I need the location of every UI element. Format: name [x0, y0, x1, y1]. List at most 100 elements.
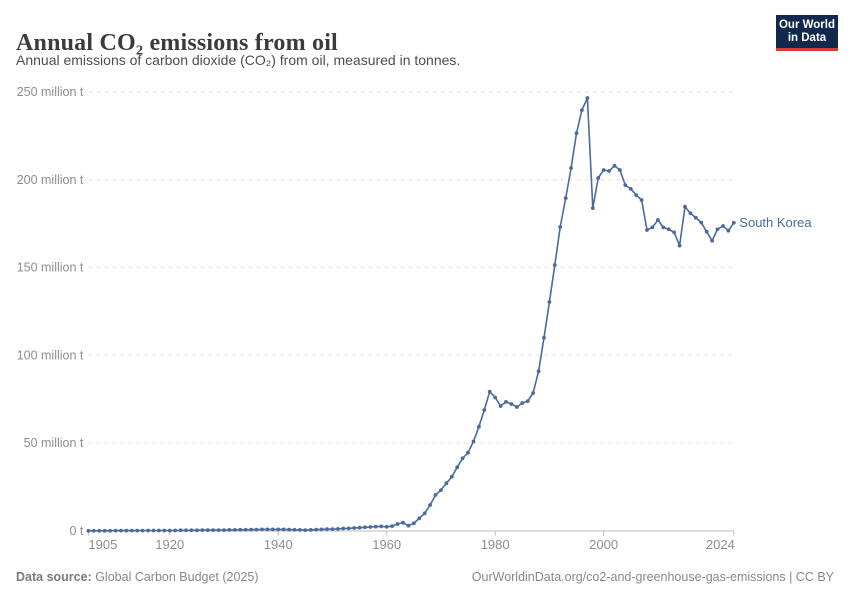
footer-link-area: OurWorldinData.org/co2-and-greenhouse-ga… [472, 570, 834, 584]
data-point [656, 218, 660, 222]
data-point [113, 528, 118, 533]
data-point [325, 527, 329, 532]
data-point [270, 527, 275, 532]
data-point [200, 528, 205, 532]
data-point [661, 225, 666, 230]
data-point [357, 525, 362, 530]
data-point [205, 528, 210, 532]
data-point [433, 493, 438, 497]
x-tick-label: 2024 [706, 537, 735, 552]
data-point [227, 528, 232, 532]
data-point [710, 238, 714, 243]
data-point [97, 528, 102, 533]
data-point [688, 211, 693, 216]
data-point [487, 389, 492, 394]
data-point [184, 528, 188, 533]
data-point [189, 528, 194, 533]
data-point [135, 528, 140, 533]
y-tick-label: 0 t [69, 524, 83, 538]
data-point [628, 187, 633, 191]
data-point [558, 225, 563, 229]
data-point [471, 439, 476, 444]
data-point [639, 198, 644, 202]
x-tick-label: 1980 [481, 537, 510, 552]
data-point [715, 227, 720, 232]
data-point [704, 229, 709, 234]
data-point [195, 528, 199, 533]
data-point [379, 524, 384, 529]
data-point [216, 528, 221, 532]
data-point [666, 227, 671, 232]
data-point [341, 526, 346, 531]
data-point [373, 524, 378, 529]
cc-by-link[interactable]: CC BY [795, 570, 834, 584]
data-point [384, 524, 389, 529]
data-point [417, 516, 422, 521]
data-point [580, 108, 584, 112]
data-point [298, 528, 302, 532]
data-point [590, 206, 595, 211]
data-point [439, 488, 443, 492]
data-point [151, 528, 156, 533]
data-point [330, 527, 335, 531]
owid-logo[interactable]: Our World in Data [776, 15, 838, 51]
data-point [254, 527, 259, 532]
owid-logo-line1: Our World [778, 19, 835, 31]
data-point [699, 220, 704, 225]
footer-separator: | [785, 570, 796, 584]
data-point [390, 524, 394, 528]
data-point [178, 528, 183, 533]
data-point [422, 511, 427, 516]
data-point [504, 400, 508, 404]
series-label[interactable]: South Korea [739, 215, 812, 230]
data-point [157, 528, 161, 533]
data-point [167, 528, 172, 533]
x-tick-label: 1920 [155, 537, 184, 552]
data-point [222, 528, 226, 532]
data-point [276, 527, 281, 532]
x-tick-label: 1940 [264, 537, 293, 552]
data-point [119, 528, 123, 533]
owid-logo-redbar [776, 48, 838, 51]
data-point [612, 163, 617, 168]
data-point [536, 369, 541, 374]
data-point [477, 424, 481, 429]
data-point [542, 335, 546, 340]
data-point [634, 193, 639, 198]
data-source-label: Data source: [16, 570, 92, 584]
data-point [552, 263, 557, 267]
data-point [683, 204, 687, 209]
data-point [146, 528, 151, 533]
data-point [265, 527, 270, 532]
data-point [336, 527, 340, 531]
data-point [260, 527, 264, 532]
data-point [108, 528, 112, 533]
data-point [314, 527, 319, 532]
chart-subtitle: Annual emissions of carbon dioxide (CO₂)… [16, 52, 461, 68]
data-point [102, 528, 107, 533]
data-line [88, 97, 735, 532]
data-point [601, 168, 606, 172]
data-point [677, 243, 682, 248]
data-point [731, 220, 736, 225]
data-point [623, 183, 628, 188]
data-point [287, 527, 291, 532]
data-point [411, 521, 416, 526]
data-point [721, 224, 725, 228]
data-point [650, 225, 655, 230]
y-tick-label: 50 million t [24, 436, 84, 450]
data-point [140, 528, 145, 533]
data-point [363, 525, 367, 530]
data-point [124, 528, 129, 533]
data-point [607, 169, 611, 173]
data-point [672, 230, 676, 235]
data-point [482, 408, 487, 412]
data-point [86, 528, 91, 533]
data-point [596, 176, 601, 180]
data-point [129, 528, 134, 533]
data-point [726, 228, 731, 233]
owid-url-link[interactable]: OurWorldinData.org/co2-and-greenhouse-ga… [471, 570, 786, 584]
data-point [368, 525, 373, 529]
data-point [352, 526, 357, 530]
